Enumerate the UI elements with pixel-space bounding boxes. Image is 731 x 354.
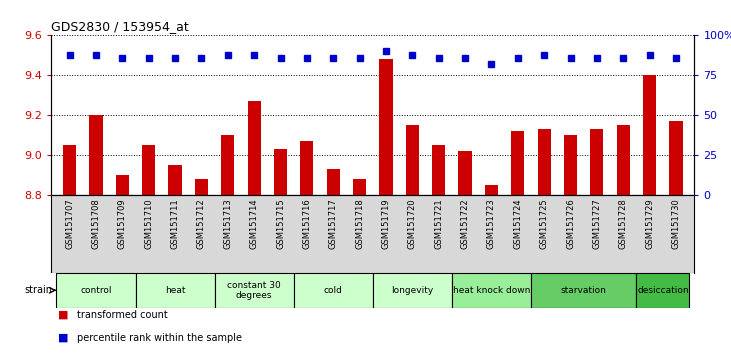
Bar (353, 179, 366, 195)
Text: cold: cold (324, 286, 343, 295)
Text: GSM151728: GSM151728 (618, 199, 628, 249)
Bar (327, 169, 340, 195)
Text: GSM151709: GSM151709 (118, 199, 127, 249)
Bar (215, 273, 294, 308)
Bar (379, 59, 393, 195)
Bar (637, 273, 689, 308)
Text: GSM151721: GSM151721 (434, 199, 443, 249)
Text: GSM151713: GSM151713 (223, 199, 232, 249)
Text: ■: ■ (58, 310, 69, 320)
Bar (670, 121, 683, 195)
Bar (531, 273, 637, 308)
Bar (142, 145, 155, 195)
Text: GSM151712: GSM151712 (197, 199, 206, 249)
Bar (300, 141, 314, 195)
Bar (89, 115, 102, 195)
Bar (485, 185, 498, 195)
Text: GSM151715: GSM151715 (276, 199, 285, 249)
Text: longevity: longevity (391, 286, 433, 295)
Text: GSM151730: GSM151730 (672, 199, 681, 249)
Bar (168, 165, 182, 195)
Text: GDS2830 / 153954_at: GDS2830 / 153954_at (51, 20, 189, 33)
Bar (643, 75, 656, 195)
Text: ■: ■ (58, 333, 69, 343)
Text: GSM151717: GSM151717 (329, 199, 338, 249)
Text: GSM151725: GSM151725 (539, 199, 549, 249)
Text: heat: heat (164, 286, 186, 295)
Text: desiccation: desiccation (637, 286, 689, 295)
Text: GSM151716: GSM151716 (303, 199, 311, 249)
Bar (373, 273, 452, 308)
Text: control: control (80, 286, 112, 295)
Text: GSM151729: GSM151729 (645, 199, 654, 249)
Text: GSM151710: GSM151710 (144, 199, 154, 249)
Text: transformed count: transformed count (77, 310, 167, 320)
Bar (564, 135, 577, 195)
Text: GSM151707: GSM151707 (65, 199, 74, 249)
Text: GSM151711: GSM151711 (170, 199, 180, 249)
Text: percentile rank within the sample: percentile rank within the sample (77, 333, 242, 343)
Bar (458, 151, 471, 195)
Bar (221, 135, 235, 195)
Bar (274, 149, 287, 195)
Text: starvation: starvation (561, 286, 607, 295)
Bar (617, 125, 630, 195)
Text: GSM151727: GSM151727 (592, 199, 602, 249)
Text: GSM151723: GSM151723 (487, 199, 496, 249)
Bar (294, 273, 373, 308)
Bar (452, 273, 531, 308)
Text: GSM151714: GSM151714 (250, 199, 259, 249)
Bar (432, 145, 445, 195)
Text: GSM151726: GSM151726 (566, 199, 575, 249)
Bar (135, 273, 215, 308)
Text: GSM151722: GSM151722 (461, 199, 469, 249)
Bar (56, 273, 135, 308)
Text: heat knock down: heat knock down (452, 286, 530, 295)
Text: GSM151708: GSM151708 (91, 199, 100, 249)
Bar (537, 129, 550, 195)
Bar (63, 145, 76, 195)
Bar (406, 125, 419, 195)
Text: GSM151718: GSM151718 (355, 199, 364, 249)
Bar (591, 129, 604, 195)
Bar (195, 179, 208, 195)
Bar (115, 175, 129, 195)
Text: GSM151719: GSM151719 (382, 199, 390, 249)
Text: strain: strain (24, 285, 52, 295)
Text: GSM151720: GSM151720 (408, 199, 417, 249)
Bar (511, 131, 524, 195)
Text: GSM151724: GSM151724 (513, 199, 523, 249)
Bar (248, 101, 261, 195)
Text: constant 30
degrees: constant 30 degrees (227, 281, 281, 300)
